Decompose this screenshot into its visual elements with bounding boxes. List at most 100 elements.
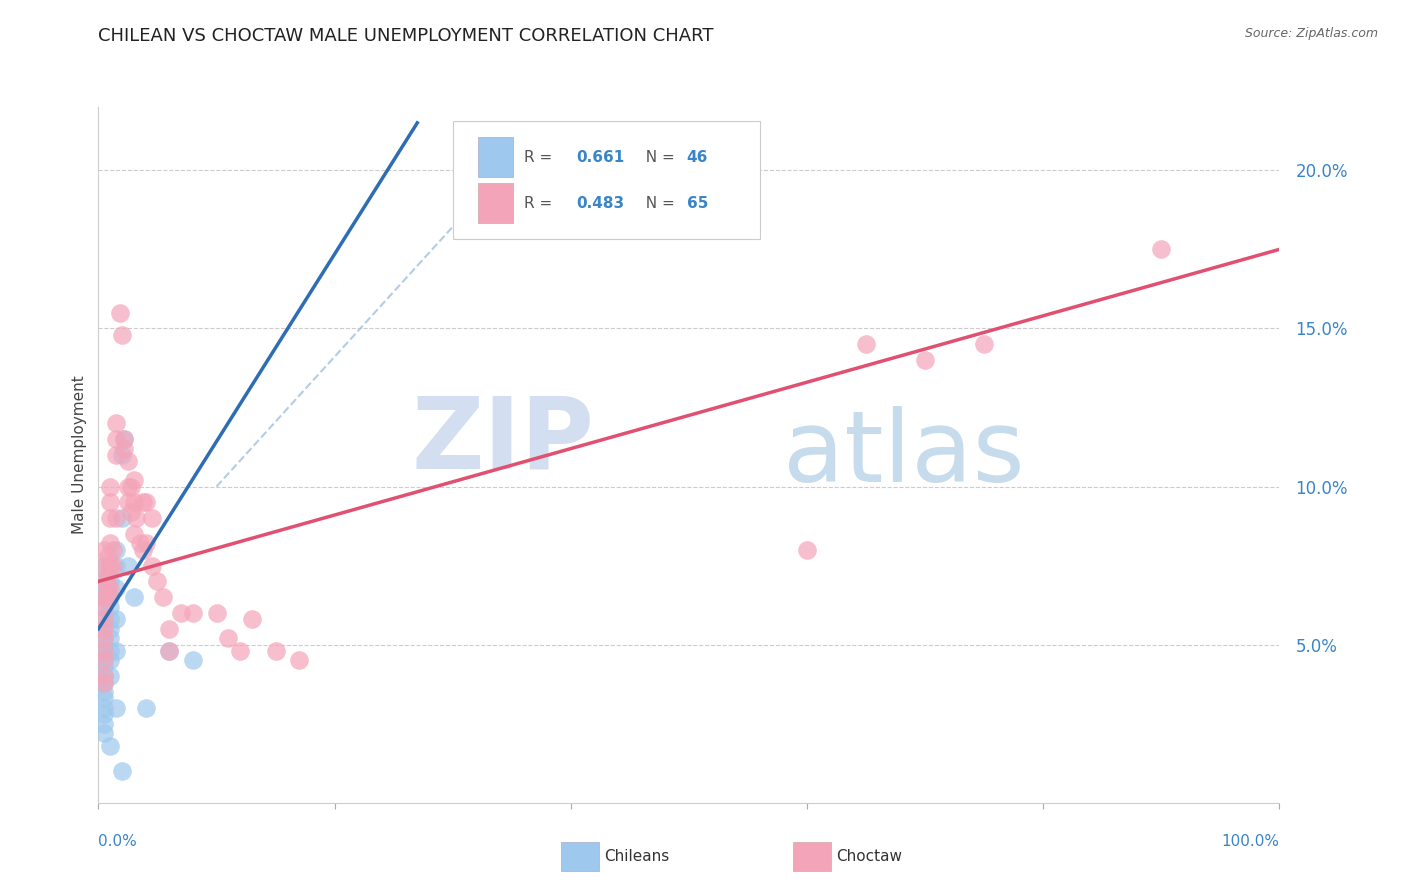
Point [93,691,115,706]
FancyBboxPatch shape [478,137,513,177]
Text: 100.0%: 100.0% [1222,834,1279,849]
Point [1150,243,1173,257]
Text: ZIP: ZIP [412,392,595,490]
Point [93,599,115,614]
Point [98,479,121,493]
Point [240,612,263,626]
Point [111,511,134,525]
Point [93,638,115,652]
Point [97,549,120,563]
Text: Choctaw: Choctaw [837,849,903,863]
Point [121,505,143,519]
Point [98,622,121,636]
Point [93,622,115,636]
Text: CHILEAN VS CHOCTAW MALE UNEMPLOYMENT CORRELATION CHART: CHILEAN VS CHOCTAW MALE UNEMPLOYMENT COR… [98,27,714,45]
Point [135,701,157,715]
Point [105,417,128,431]
Point [93,644,115,658]
Point [93,542,115,557]
Text: 65: 65 [686,195,709,211]
Point [217,632,239,646]
Point [93,701,115,715]
Point [93,716,115,731]
Point [105,448,128,462]
Point [132,542,155,557]
Point [105,701,128,715]
Point [93,632,115,646]
Point [135,495,157,509]
Point [101,542,124,557]
Point [117,558,139,573]
Text: 46: 46 [686,150,709,165]
Point [98,612,121,626]
Point [105,432,128,446]
Point [93,669,115,683]
Point [98,653,121,667]
Point [112,432,135,446]
Point [98,558,121,573]
Point [121,479,143,493]
Point [98,511,121,525]
Point [122,527,145,541]
Point [157,644,180,658]
Text: Source: ZipAtlas.com: Source: ZipAtlas.com [1244,27,1378,40]
Point [98,495,121,509]
Point [93,685,115,699]
Point [98,669,121,683]
Text: R =: R = [523,195,557,211]
Point [98,599,121,614]
Point [93,653,115,667]
Point [93,574,115,589]
Point [128,536,150,550]
Text: 0.0%: 0.0% [98,834,138,849]
Point [93,612,115,626]
Point [135,536,157,550]
Point [157,622,180,636]
Point [117,479,139,493]
Point [914,353,936,368]
Point [98,591,121,605]
Point [132,495,155,509]
Point [101,558,124,573]
Text: 0.661: 0.661 [576,150,626,165]
Text: N =: N = [636,195,679,211]
Point [97,581,120,595]
Point [98,581,121,595]
Point [93,581,115,595]
Point [93,591,115,605]
Point [98,644,121,658]
Point [93,653,115,667]
Point [98,574,121,589]
Point [125,511,148,525]
Point [93,669,115,683]
Point [93,558,115,573]
Point [105,511,128,525]
Point [112,442,135,456]
Point [141,511,163,525]
Point [93,660,115,674]
Point [105,558,128,573]
Point [855,337,877,351]
Point [112,432,135,446]
Point [181,606,204,620]
Text: N =: N = [636,150,679,165]
Point [141,558,163,573]
Point [264,644,287,658]
Point [111,764,134,779]
Point [93,591,115,605]
Point [93,726,115,740]
Point [97,568,120,582]
Point [111,448,134,462]
Point [98,739,121,753]
Point [93,558,115,573]
Text: atlas: atlas [783,407,1025,503]
Point [93,622,115,636]
Point [117,454,139,468]
Point [170,606,193,620]
Point [122,495,145,509]
Point [93,599,115,614]
Point [105,612,128,626]
Point [152,591,174,605]
Point [93,675,115,690]
Point [796,542,818,557]
